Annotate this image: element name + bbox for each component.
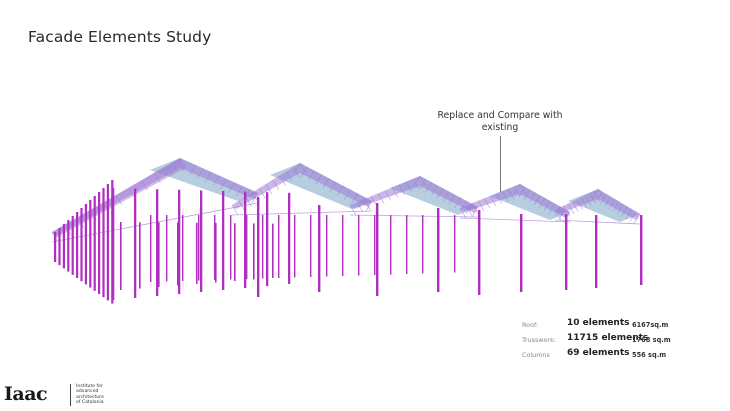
column-element	[182, 215, 184, 281]
column-element	[266, 192, 269, 286]
column-element	[89, 200, 92, 288]
logo-divider	[70, 384, 71, 406]
logo-tagline: Institute for advanced architecture of C…	[76, 384, 136, 405]
roof-bay	[554, 188, 641, 225]
column-element	[76, 212, 79, 278]
column-element	[326, 215, 328, 277]
logo-tagline-line: Institute for	[76, 384, 103, 389]
column-element	[196, 222, 198, 284]
column-element	[139, 222, 141, 289]
column-element	[478, 210, 481, 295]
roof-bay	[51, 157, 259, 243]
column-element	[67, 220, 70, 272]
column-element	[288, 192, 291, 284]
slide-title: Facade Elements Study	[28, 28, 212, 46]
column-element	[215, 223, 217, 283]
stat-row-roof: Roof: 10 elements 6167sq.m	[522, 318, 692, 333]
column-element	[454, 215, 456, 273]
column-element	[156, 189, 159, 296]
column-element	[390, 215, 392, 275]
column-element	[565, 214, 568, 290]
column-element	[71, 216, 74, 275]
column-element	[80, 208, 83, 282]
column-element	[62, 224, 65, 269]
column-element	[278, 215, 280, 278]
column-element	[272, 223, 274, 278]
roof-bay	[459, 183, 571, 223]
stat-area: 556 sq.m	[632, 351, 667, 359]
column-element	[177, 222, 179, 286]
column-element	[84, 204, 87, 285]
stat-count: 11715 elements	[567, 333, 649, 343]
annotation-leader-line	[500, 136, 501, 192]
column-element	[150, 215, 152, 282]
column-element	[98, 192, 101, 294]
stat-area: 1768 sq.m	[632, 336, 671, 344]
column-element	[106, 184, 109, 301]
column-element	[54, 232, 57, 262]
column-element	[437, 208, 440, 292]
element-stats-table: Roof: 10 elements 6167sq.m Trusswork: 11…	[522, 318, 692, 363]
stat-area: 6167sq.m	[632, 321, 669, 329]
column-element	[178, 189, 181, 294]
column-element	[134, 188, 137, 298]
logo-tagline-line: advanced	[76, 389, 99, 395]
column-element	[93, 196, 96, 291]
logo-tagline-line: architecture	[76, 394, 104, 400]
column-element	[520, 214, 523, 292]
stat-label: Trusswork:	[522, 336, 556, 344]
stat-row-columns: Columns 69 elements 556 sq.m	[522, 348, 692, 363]
column-element	[406, 215, 408, 274]
column-element	[102, 188, 105, 298]
column-element	[158, 222, 160, 287]
column-element	[246, 215, 248, 279]
annotation-line-1: Replace and Compare with	[437, 110, 563, 121]
column-element	[234, 223, 236, 281]
stat-count: 10 elements	[567, 318, 630, 328]
stat-label: Columns	[522, 351, 550, 359]
column-element	[222, 191, 225, 290]
column-element	[318, 205, 321, 292]
column-element	[120, 222, 122, 290]
stat-count: 69 elements	[567, 348, 630, 358]
stat-row-trusswork: Trusswork: 11715 elements 1768 sq.m	[522, 333, 692, 348]
column-element	[358, 215, 360, 276]
logo-tagline-line: of Catalonia	[76, 399, 104, 405]
column-element	[310, 215, 312, 277]
logo-wordmark: Iaac	[4, 383, 48, 405]
column-element	[198, 215, 200, 281]
column-element	[200, 190, 203, 292]
column-element	[214, 215, 216, 280]
column-element	[374, 215, 376, 275]
column-element	[422, 215, 424, 274]
column-element	[640, 215, 643, 285]
column-element	[376, 203, 379, 296]
column-element	[166, 215, 168, 282]
column-element	[262, 215, 264, 279]
column-element	[112, 188, 115, 300]
annotation-line-2: existing	[481, 122, 519, 133]
column-element	[230, 215, 232, 280]
stat-label: Roof:	[522, 321, 539, 329]
column-element	[342, 215, 344, 276]
column-element	[58, 228, 61, 266]
column-element	[253, 223, 255, 280]
column-element	[595, 215, 598, 288]
column-element	[294, 215, 296, 278]
annotation-callout: Replace and Compare with existing	[430, 110, 570, 134]
column-element	[257, 197, 260, 297]
column-element	[244, 191, 247, 288]
